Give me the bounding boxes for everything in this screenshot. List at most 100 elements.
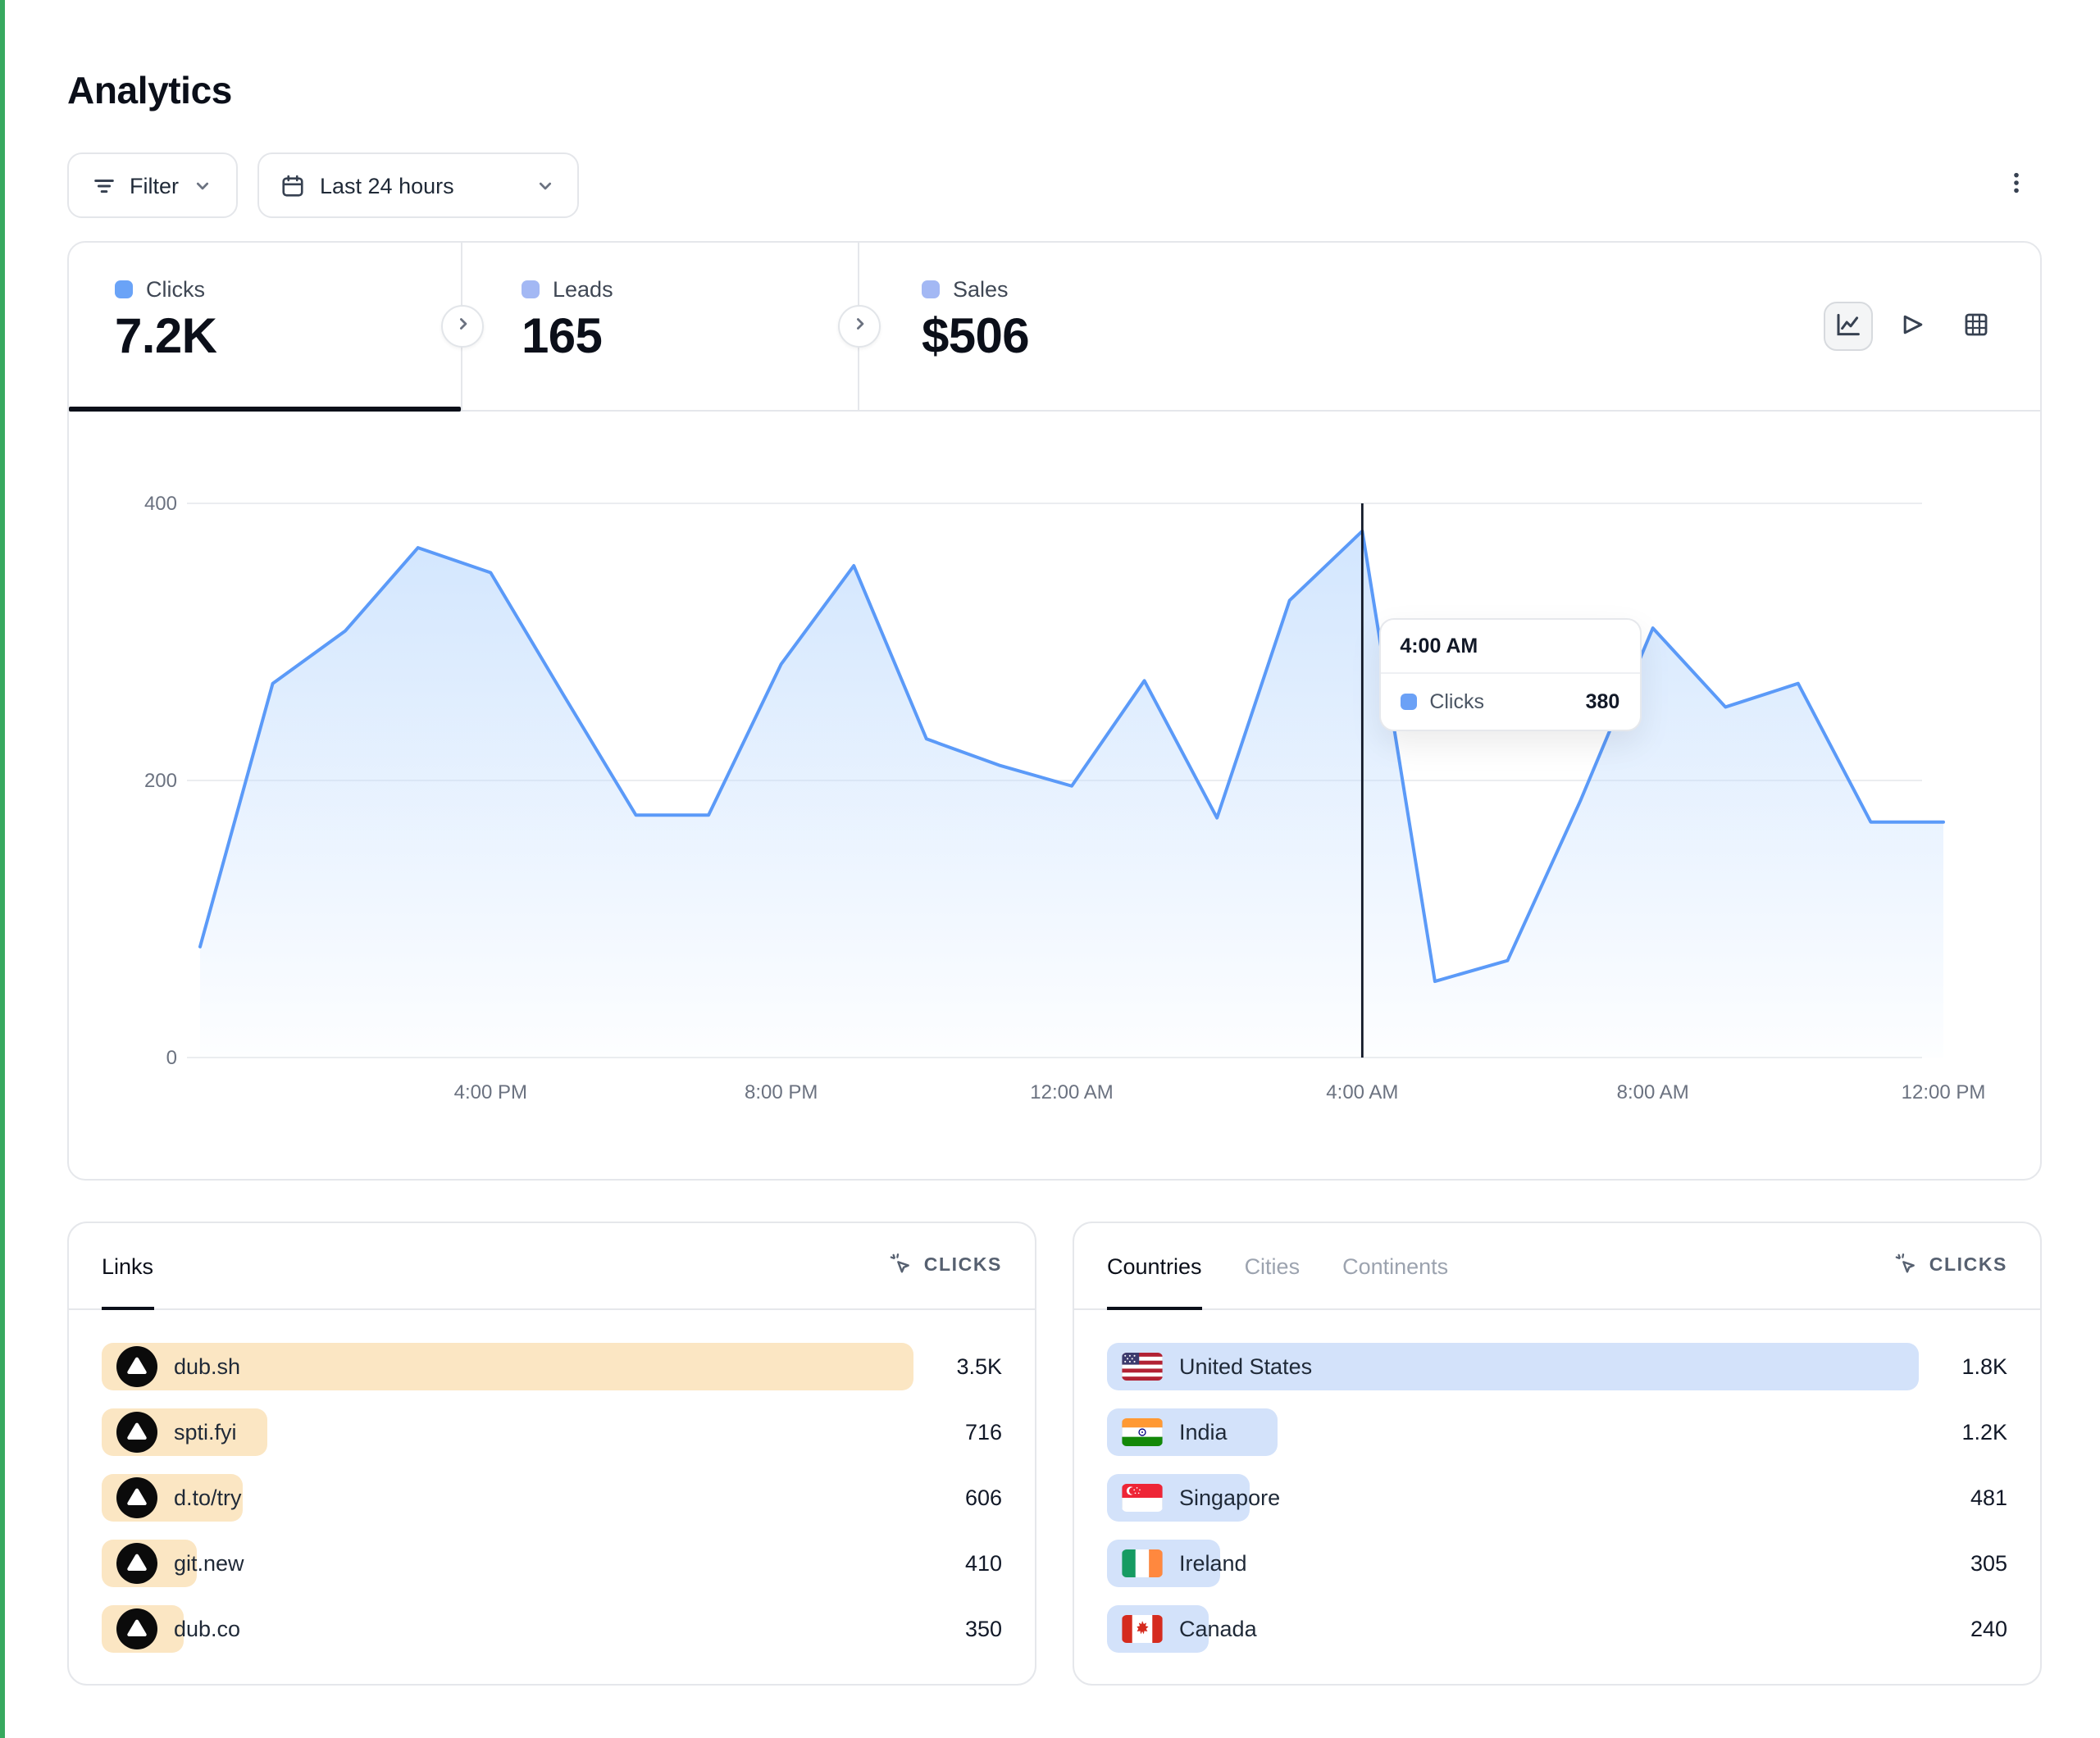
tab-cities[interactable]: Cities: [1244, 1253, 1301, 1278]
clicks-chart[interactable]: 0 200 400 4:00 PM 8:00 PM 12:00 AM 4:00 AM 8:00…: [69, 412, 2040, 1179]
tooltip-series-label: Clicks: [1429, 690, 1484, 713]
flag-ie-icon: [1122, 1549, 1163, 1576]
expand-clicks-button[interactable]: [441, 305, 484, 348]
item-label: India: [1179, 1419, 1228, 1444]
cursor-click-icon: [1895, 1252, 1918, 1280]
item-value: 305: [1970, 1550, 2007, 1575]
stat-tab-sales[interactable]: Sales $506: [859, 243, 1030, 410]
item-value: 716: [964, 1419, 1002, 1444]
clicks-column-label: CLICKS: [1929, 1256, 2007, 1276]
flag-ca-icon: [1122, 1614, 1163, 1642]
list-item[interactable]: United States 1.8K: [1107, 1333, 2007, 1399]
item-value: 1.8K: [1961, 1354, 2007, 1378]
funnel-icon: [1899, 311, 1925, 342]
line-chart-view-button[interactable]: [1824, 302, 1873, 351]
flag-in-icon: [1122, 1417, 1163, 1445]
links-panel: Links CLICKS dub.sh 3.5K spti.fyi 716 d.to/t…: [67, 1222, 1036, 1686]
item-label: dub.sh: [174, 1354, 241, 1378]
date-range-button[interactable]: Last 24 hours: [257, 152, 579, 218]
line-chart-icon: [1835, 311, 1861, 342]
tab-links[interactable]: Links: [102, 1223, 153, 1310]
date-range-label: Last 24 hours: [320, 173, 454, 198]
stat-value-leads: 165: [522, 310, 603, 364]
expand-leads-button[interactable]: [838, 305, 881, 348]
item-value: 350: [964, 1616, 1002, 1640]
item-value: 240: [1970, 1616, 2007, 1640]
cursor-click-icon: [890, 1252, 913, 1280]
x-axis-label: 12:00 AM: [1030, 1081, 1113, 1103]
x-axis-label: 12:00 PM: [1902, 1081, 1986, 1103]
x-axis-label: 8:00 PM: [745, 1081, 818, 1103]
item-label: Canada: [1179, 1616, 1257, 1640]
analytics-card: Clicks 7.2K Leads 165 Sales $: [67, 241, 2042, 1181]
kebab-icon: [2003, 171, 2028, 200]
list-item[interactable]: spti.fyi 716: [102, 1399, 1002, 1464]
left-edge-accent: [0, 0, 5, 1738]
page-title: Analytics: [67, 69, 232, 111]
dub-favicon-icon: [116, 1345, 157, 1386]
countries-clicks-column-header[interactable]: CLICKS: [1895, 1252, 2007, 1280]
links-clicks-column-header[interactable]: CLICKS: [890, 1252, 1002, 1280]
clicks-chip: [115, 280, 133, 298]
chevron-right-icon: [849, 313, 870, 339]
tab-continents[interactable]: Continents: [1342, 1253, 1449, 1278]
item-label: spti.fyi: [174, 1419, 237, 1444]
list-item[interactable]: Canada 240: [1107, 1595, 2007, 1661]
item-value: 1.2K: [1961, 1419, 2007, 1444]
x-axis-label: 8:00 AM: [1617, 1081, 1689, 1103]
stat-value-clicks: 7.2K: [115, 310, 217, 364]
item-label: United States: [1179, 1354, 1313, 1378]
flag-us-icon: [1122, 1352, 1163, 1380]
table-grid-icon: [1963, 311, 1989, 342]
dub-favicon-icon: [116, 1542, 157, 1583]
item-value: 410: [964, 1550, 1002, 1575]
item-bar: [102, 1342, 913, 1390]
stat-tab-clicks[interactable]: Clicks 7.2K: [69, 243, 462, 412]
tooltip-value: 380: [1585, 690, 1620, 713]
view-toggles: [1824, 302, 2001, 351]
list-item[interactable]: Ireland 305: [1107, 1530, 2007, 1595]
item-label: dub.co: [174, 1616, 241, 1640]
tooltip-time: 4:00 AM: [1380, 620, 1640, 674]
stat-value-sales: $506: [922, 310, 1030, 364]
tab-countries[interactable]: Countries: [1107, 1223, 1202, 1310]
chart-area: [200, 530, 1943, 1058]
list-item[interactable]: Singapore 481: [1107, 1464, 2007, 1530]
dub-favicon-icon: [116, 1411, 157, 1452]
toolbar: Filter Last 24 hours: [67, 152, 2042, 218]
list-item[interactable]: India 1.2K: [1107, 1399, 2007, 1464]
more-options-button[interactable]: [1989, 152, 2042, 218]
item-label: git.new: [174, 1550, 244, 1575]
chart-line: [198, 529, 1945, 984]
item-label: d.to/try: [174, 1485, 242, 1509]
item-value: 3.5K: [956, 1354, 1002, 1378]
stat-tab-leads[interactable]: Leads 165: [462, 243, 859, 410]
item-bar: [1107, 1342, 1919, 1390]
item-label: Ireland: [1179, 1550, 1247, 1575]
list-item[interactable]: git.new 410: [102, 1530, 1002, 1595]
breakdown-panels: Links CLICKS dub.sh 3.5K spti.fyi 716 d.to/t…: [67, 1222, 2042, 1738]
list-item[interactable]: d.to/try 606: [102, 1464, 1002, 1530]
dub-favicon-icon: [116, 1476, 157, 1517]
dub-favicon-icon: [116, 1608, 157, 1649]
x-axis-label: 4:00 AM: [1326, 1081, 1398, 1103]
list-item[interactable]: dub.co 350: [102, 1595, 1002, 1661]
sales-chip: [922, 280, 940, 298]
chevron-down-icon: [192, 175, 213, 196]
stat-label-sales: Sales: [953, 277, 1009, 302]
table-view-button[interactable]: [1952, 302, 2001, 351]
stats-row: Clicks 7.2K Leads 165 Sales $: [69, 243, 2040, 412]
chevron-down-icon: [535, 175, 556, 196]
calendar-icon: [280, 173, 305, 198]
list-item[interactable]: dub.sh 3.5K: [102, 1333, 1002, 1399]
filter-button[interactable]: Filter: [67, 152, 238, 218]
funnel-view-button[interactable]: [1888, 302, 1937, 351]
stat-label-leads: Leads: [553, 277, 613, 302]
clicks-chart-svg: 0 200 400 4:00 PM 8:00 PM 12:00 AM 4:00 AM 8:00…: [144, 493, 1986, 1103]
item-value: 606: [964, 1485, 1002, 1509]
item-value: 481: [1970, 1485, 2007, 1509]
leads-chip: [522, 280, 540, 298]
x-axis-label: 4:00 PM: [454, 1081, 527, 1103]
flag-sg-icon: [1122, 1483, 1163, 1511]
